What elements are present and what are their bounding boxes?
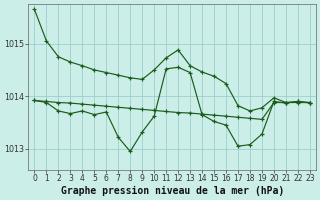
X-axis label: Graphe pression niveau de la mer (hPa): Graphe pression niveau de la mer (hPa) — [60, 186, 284, 196]
